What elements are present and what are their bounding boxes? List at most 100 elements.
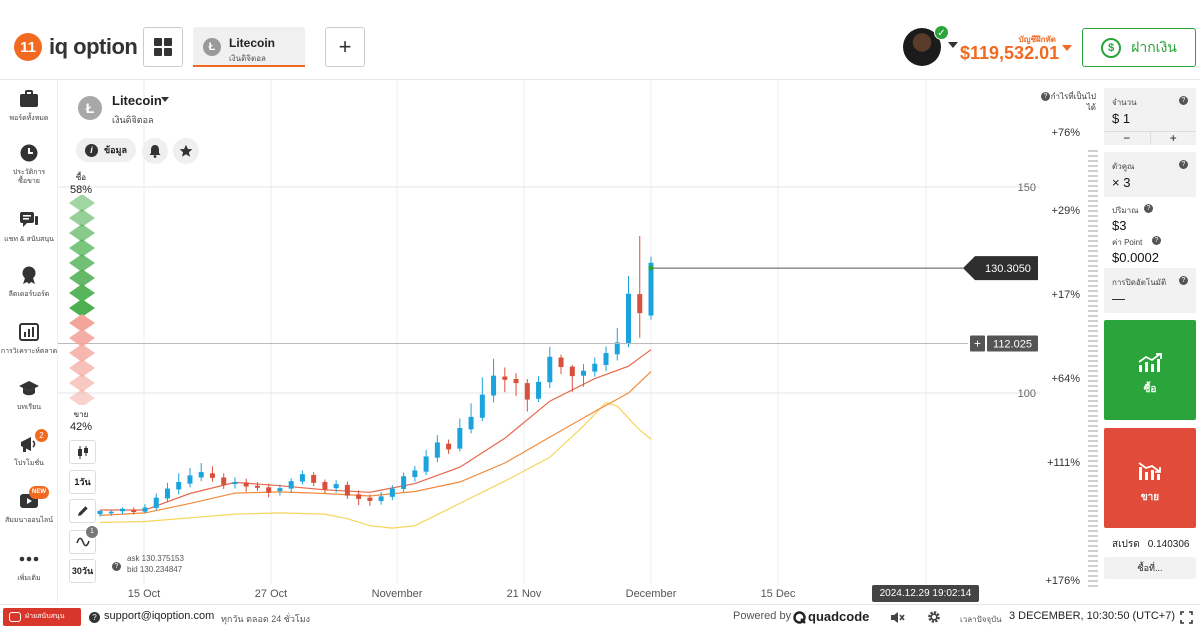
chart-asset-title[interactable]: Litecoin [112,93,162,108]
amount-value[interactable]: $ 1 [1112,111,1131,126]
spread-readout: สเปรด 0.140306 [1112,537,1189,552]
buy-at-button[interactable]: ซื้อที่... [1104,557,1196,579]
amount-minus-button[interactable]: − [1104,131,1151,145]
favorite-button[interactable] [173,138,199,164]
bar-chart-icon [19,323,39,341]
award-icon [22,266,36,284]
drawing-tools-button[interactable] [69,499,96,523]
support-button[interactable]: ฝ่ายสนับสนุน [3,608,81,626]
candle-down [356,490,362,506]
x-tick-label: 21 Nov [507,588,542,600]
moving-average-fast-line [100,349,652,511]
profit-level-label[interactable]: +29% [1052,205,1081,217]
candle-up [536,376,542,403]
profit-level-label[interactable]: +17% [1052,289,1081,301]
left-sidebar: พอร์ตทั้งหมด ประวัติการซื้อขาย แชท & สนั… [0,80,58,604]
account-type-label[interactable]: บัญชีฝึกหัด [1018,35,1056,44]
asset-tab-name: Litecoin [229,36,276,50]
asset-tab-litecoin[interactable]: Ł Litecoin เงินดิจิตอล [193,27,305,67]
timeframe-button[interactable]: 1วัน [69,470,96,494]
sell-button[interactable]: ขาย [1104,428,1196,528]
profit-scale-tick [1088,190,1098,192]
logo-mark: 11 [14,33,42,61]
candle-up [164,482,170,503]
multiplier-help-icon[interactable]: ? [1179,160,1188,169]
sidebar-item-history[interactable]: ประวัติการซื้อขาย [0,144,58,186]
period-button[interactable]: 30วัน [69,559,96,583]
litecoin-icon: Ł [203,38,221,56]
profit-level-label[interactable]: +64% [1052,373,1081,385]
profit-scale[interactable]: +76% +29% +17% +64% +111% +176% [1040,80,1100,604]
profit-scale-tick [1088,375,1098,377]
profit-level-label[interactable]: +111% [1047,457,1080,469]
profit-scale-tick [1088,575,1098,577]
sentiment-buy-label: ซื้อ [75,173,87,182]
candle-up [389,485,395,501]
ask-bid-help-icon[interactable]: ? [112,562,121,571]
candle-body [502,376,508,380]
candle-body [401,476,407,489]
price-chart[interactable]: 150 100 15 Oct 27 Oct November 21 Nov December… [58,80,1040,604]
sidebar-item-chat[interactable]: แชท & สนับสนุน [0,211,58,244]
profit-scale-tick [1088,515,1098,517]
multiplier-value[interactable]: × 3 [1112,175,1131,190]
profit-help-icon[interactable]: ? [1041,92,1050,101]
candle-body [412,470,418,478]
profit-level-label[interactable]: +76% [1052,127,1081,139]
profit-scale-tick [1088,170,1098,172]
amount-field[interactable]: จำนวน ? $ 1 [1104,88,1196,131]
sidebar-item-promotions[interactable]: 2 โปรโมชั่น [0,429,58,468]
candle-body [614,342,620,355]
sentiment-buy-pct: 58% [69,184,93,196]
sound-muted-icon[interactable] [890,611,906,624]
asset-info-button[interactable]: i ข้อมูล [76,138,136,162]
sidebar-item-leaderboard[interactable]: ลีดเดอร์บอร์ด [0,266,58,299]
profit-level-label[interactable]: +176% [1045,575,1080,587]
profit-scale-tick [1088,505,1098,507]
profit-scale-tick [1088,440,1098,442]
sidebar-item-market-analysis[interactable]: การวิเคราะห์ตลาด [0,323,58,356]
iq-option-logo[interactable]: 11 iq option [14,33,138,61]
buy-button[interactable]: ซื้อ [1104,320,1196,420]
sidebar-item-webinars[interactable]: NEW สัมมนาออนไลน์ [0,486,58,525]
profit-scale-tick [1088,585,1098,587]
asset-chevron-down-icon[interactable] [161,97,169,102]
sidebar-item-tutorials[interactable]: บทเรียน [0,379,58,412]
profit-scale-tick [1088,470,1098,472]
support-email-link[interactable]: support@iqoption.com [104,610,215,622]
candle-up [592,357,598,377]
fullscreen-icon[interactable] [1180,611,1193,624]
settings-gear-icon[interactable] [927,610,941,624]
profit-scale-tick [1088,245,1098,247]
candle-body [108,511,114,514]
bell-icon [149,145,161,158]
help-icon[interactable]: ? [89,612,100,623]
profit-scale-tick [1088,555,1098,557]
auto-close-help-icon[interactable]: ? [1179,276,1188,285]
chart-type-button[interactable] [69,440,96,464]
quadcode-brand[interactable]: quadcode [808,609,870,624]
profit-scale-tick [1088,225,1098,227]
add-asset-tab-button[interactable]: + [325,27,365,67]
chevron-down-icon[interactable] [948,42,958,48]
point-help-icon[interactable]: ? [1152,236,1161,245]
profit-scale-tick [1088,360,1098,362]
balance-chevron-down-icon[interactable] [1062,45,1072,51]
top-bar: 11 iq option Ł Litecoin เงินดิจิตอล + ✓ … [0,0,1200,80]
amount-plus-button[interactable]: + [1150,131,1196,145]
price-alert-button[interactable] [142,138,168,164]
multiplier-field[interactable]: ตัวคูณ ? × 3 [1104,152,1196,197]
megaphone-icon [21,437,36,452]
logo-text: iq option [49,34,138,59]
candle-down [637,236,643,338]
deposit-button[interactable]: $ ฝากเงิน [1082,28,1196,67]
sidebar-item-portfolio[interactable]: พอร์ตทั้งหมด [0,90,58,123]
sidebar-item-more[interactable]: เพิ่มเติม [0,550,58,583]
amount-help-icon[interactable]: ? [1179,96,1188,105]
candle-up [108,510,114,516]
asset-grid-button[interactable] [143,27,183,67]
profit-scale-tick [1088,580,1098,582]
account-balance[interactable]: $119,532.01 [960,43,1060,63]
auto-close-field[interactable]: การปิดอัตโนมัติ ? — [1104,268,1196,313]
volume-help-icon[interactable]: ? [1144,204,1153,213]
